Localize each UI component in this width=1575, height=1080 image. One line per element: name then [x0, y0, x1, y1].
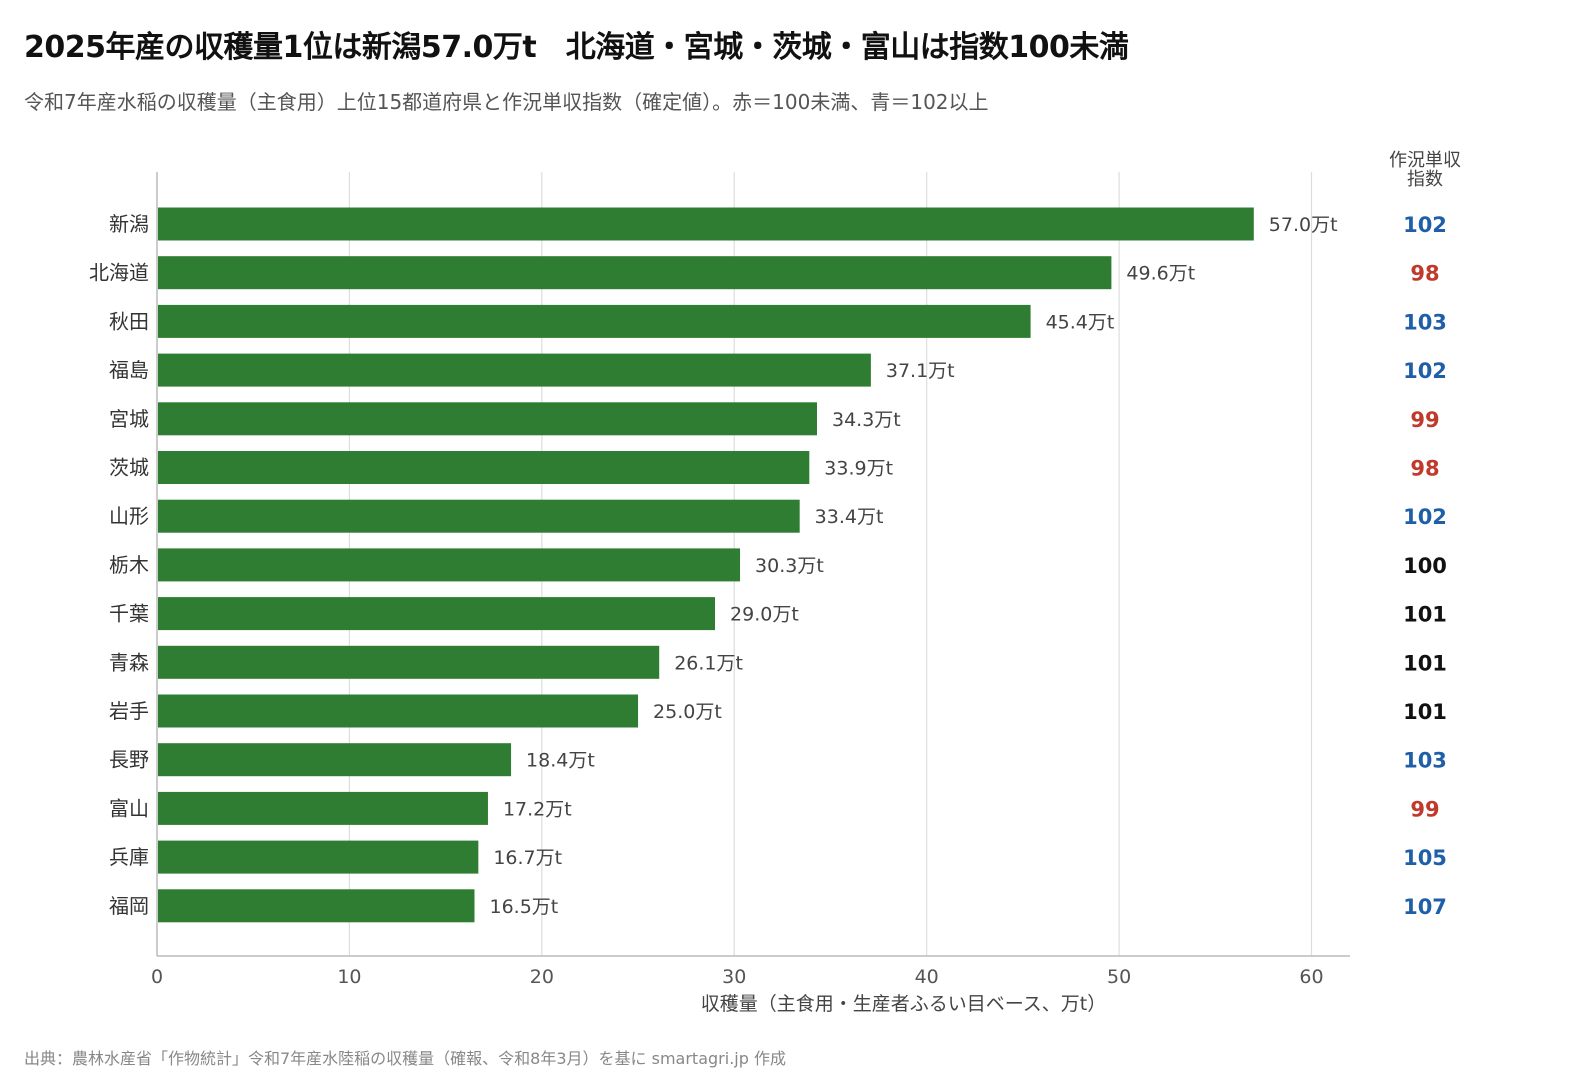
source-note: 出典：農林水産省「作物統計」令和7年産水陸稲の収穫量（確報、令和8年3月）を基に…	[24, 1049, 786, 1068]
category-label: 長野	[109, 748, 149, 772]
bar	[158, 791, 488, 825]
bar	[158, 499, 800, 533]
bar	[158, 207, 1254, 241]
category-label: 兵庫	[109, 845, 149, 869]
index-value: 102	[1403, 505, 1447, 529]
category-label: 福島	[109, 358, 149, 382]
bar	[158, 304, 1031, 338]
index-value: 99	[1410, 797, 1439, 821]
category-label: 宮城	[109, 407, 149, 431]
index-value: 101	[1403, 651, 1447, 675]
category-label: 岩手	[109, 699, 149, 723]
bar	[158, 889, 475, 923]
x-tick-label: 50	[1107, 966, 1131, 988]
index-value: 103	[1403, 310, 1447, 334]
index-value: 100	[1403, 554, 1447, 578]
data-label: 34.3万t	[832, 409, 901, 431]
bar	[158, 256, 1112, 290]
data-label: 16.5万t	[489, 896, 558, 918]
data-label: 18.4万t	[526, 750, 595, 772]
data-label: 30.3万t	[755, 555, 824, 577]
index-value: 98	[1410, 262, 1439, 286]
category-label: 新潟	[109, 212, 149, 236]
data-label: 45.4万t	[1046, 311, 1115, 333]
index-value: 98	[1410, 457, 1439, 481]
index-value: 102	[1403, 213, 1447, 237]
chart-title: 2025年産の収穫量1位は新潟57.0万t 北海道・宮城・茨城・富山は指数100…	[24, 30, 1129, 65]
chart-subtitle: 令和7年産水稲の収穫量（主食用）上位15都道府県と作況単収指数（確定値）。赤＝1…	[24, 90, 989, 114]
x-tick-label: 40	[915, 966, 939, 988]
bar	[158, 694, 639, 728]
bar	[158, 402, 817, 436]
index-column-header: 作況単収	[1389, 150, 1461, 171]
bar	[158, 743, 512, 777]
bar	[158, 451, 810, 484]
data-label: 26.1万t	[674, 652, 743, 674]
index-column-header: 指数	[1407, 169, 1443, 190]
index-value: 105	[1403, 846, 1447, 870]
x-tick-label: 30	[722, 966, 746, 988]
category-label: 秋田	[109, 309, 149, 333]
category-label: 青森	[109, 650, 149, 674]
x-tick-label: 10	[337, 966, 361, 988]
bar	[158, 548, 741, 582]
x-tick-label: 20	[530, 966, 554, 988]
data-label: 33.9万t	[824, 458, 893, 480]
category-label: 北海道	[89, 261, 149, 285]
category-label: 福岡	[109, 894, 149, 918]
category-label: 茨城	[109, 456, 149, 480]
data-label: 17.2万t	[503, 798, 572, 820]
data-label: 37.1万t	[886, 360, 955, 382]
index-value: 99	[1410, 408, 1439, 432]
data-label: 49.6万t	[1126, 263, 1195, 285]
data-label: 57.0万t	[1269, 214, 1338, 236]
bar	[158, 597, 716, 631]
x-tick-label: 60	[1299, 966, 1323, 988]
index-value: 101	[1403, 700, 1447, 724]
x-tick-label: 0	[151, 966, 163, 988]
bar	[158, 645, 660, 679]
index-value: 103	[1403, 749, 1447, 773]
category-label: 千葉	[109, 602, 149, 626]
category-label: 山形	[109, 504, 149, 528]
data-label: 29.0万t	[730, 604, 799, 626]
data-label: 33.4万t	[815, 506, 884, 528]
category-label: 富山	[109, 796, 149, 820]
index-value: 102	[1403, 359, 1447, 383]
data-label: 16.7万t	[493, 847, 562, 869]
category-label: 栃木	[109, 553, 149, 577]
bar	[158, 840, 479, 874]
bar	[158, 353, 871, 387]
data-label: 25.0万t	[653, 701, 722, 723]
x-axis-title: 収穫量（主食用・生産者ふるい目ベース、万t）	[701, 993, 1107, 1015]
index-value: 107	[1403, 895, 1447, 919]
index-value: 101	[1403, 603, 1447, 627]
